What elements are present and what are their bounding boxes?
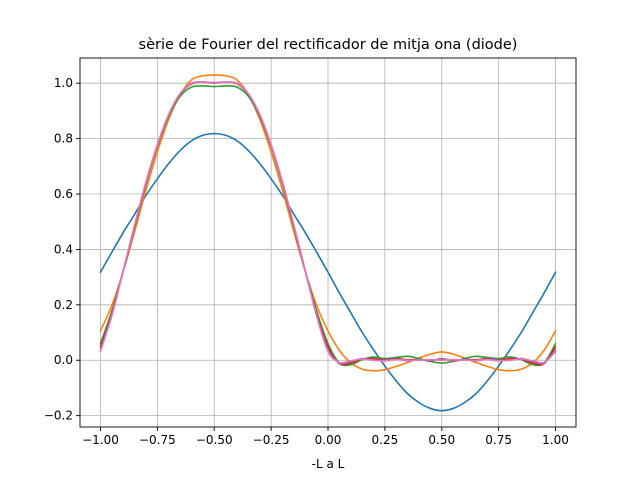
y-tick-label: 1.0 bbox=[54, 76, 73, 90]
series-line-3 bbox=[99, 85, 557, 367]
chart-title: sèrie de Fourier del rectificador de mit… bbox=[139, 37, 518, 53]
x-tick-label: 0.50 bbox=[428, 433, 455, 447]
series-line-6 bbox=[99, 81, 557, 364]
x-tick-label: 0.00 bbox=[315, 433, 342, 447]
grid bbox=[80, 58, 576, 427]
x-axis-label: -L a L bbox=[312, 457, 345, 471]
y-tick-label: 0.2 bbox=[54, 298, 73, 312]
x-tick-label: 0.75 bbox=[485, 433, 512, 447]
y-tick-label: 0.0 bbox=[54, 353, 73, 367]
series-line-1 bbox=[99, 132, 557, 412]
x-tick-label: 0.25 bbox=[372, 433, 399, 447]
x-tick-label: 1.00 bbox=[542, 433, 569, 447]
series-group bbox=[99, 74, 557, 412]
x-tick-label: −1.00 bbox=[82, 433, 119, 447]
y-tick-label: 0.6 bbox=[54, 187, 73, 201]
x-tick-label: −0.50 bbox=[196, 433, 233, 447]
y-tick-label: −0.2 bbox=[44, 409, 73, 423]
x-tick-label: −0.25 bbox=[253, 433, 290, 447]
y-tick-label: 0.4 bbox=[54, 242, 73, 256]
y-tick-label: 0.8 bbox=[54, 132, 73, 146]
x-tick-label: −0.75 bbox=[139, 433, 176, 447]
ticks: −1.00 −0.75 −0.50 −0.25 0.00 0.25 0.50 0.75 1.00… bbox=[44, 76, 569, 447]
